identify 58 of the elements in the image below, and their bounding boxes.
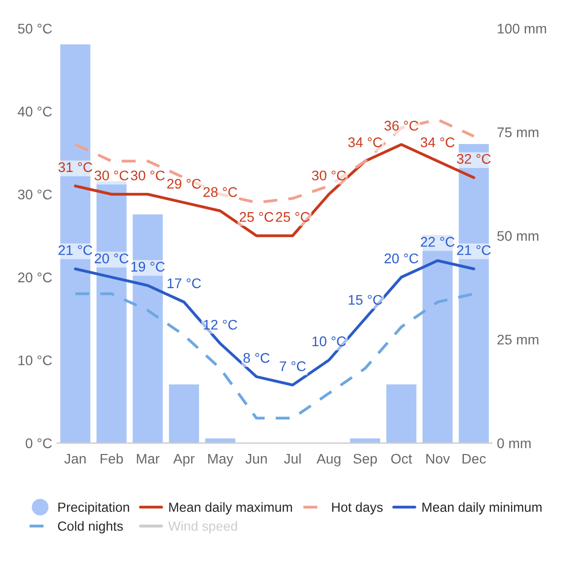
data-label: 22 °C [420,236,454,247]
y2-tick-label: 75 mm [497,128,538,138]
data-label: 12 °C [204,320,238,330]
y-tick-label: 40 °C [18,106,52,116]
y2-tick-label: 25 mm [497,334,538,345]
data-label: 32 °C [456,154,491,164]
data-label: 29 °C [167,178,201,189]
data-label: 17 °C [168,278,201,288]
data-label: 20 °C [94,253,128,264]
x-tick-label: May [208,454,234,466]
y-tick-label: 20 °C [18,272,52,282]
legend-label: Mean daily maximum [169,502,292,515]
data-label: 21 °C [457,245,491,256]
x-tick-label: Nov [426,454,450,464]
bar [168,384,200,444]
data-label: 30 °C [130,170,165,180]
data-label: 34 °C [348,137,382,148]
y-tick-label: 50 °C [18,24,52,34]
y2-tick-label: 50 mm [497,231,538,241]
bar [132,214,163,444]
data-label: 31 °C [58,162,92,172]
x-tick-label: Mar [136,454,160,464]
legend-label: Cold nights [58,521,123,534]
bar [60,44,90,444]
data-label: 30 °C [94,170,128,180]
y-tick-label: 0 °C [26,438,52,448]
y-tick-label: 10 °C [18,355,52,366]
y2-tick-label: 100 mm [498,24,546,34]
data-label: 25 °C [276,212,310,222]
bar [386,384,416,444]
data-label: 30 °C [312,170,346,180]
data-label: 15 °C [348,294,382,305]
y-tick-label: 30 °C [18,190,52,200]
data-label: 19 °C [131,262,165,272]
x-tick-label: Feb [100,453,123,464]
data-label: 21 °C [58,245,92,256]
y2-tick-label: 0 mm [497,438,531,448]
x-tick-label: Jan [64,454,86,464]
data-label: 10 °C [312,336,346,346]
data-label: 20 °C [384,253,418,264]
legend-label: Precipitation [58,502,130,515]
x-tick-label: Oct [391,454,412,464]
x-tick-label: Dec [462,454,486,464]
legend-label: Hot days [332,502,383,515]
x-tick-label: Apr [173,454,195,466]
data-label: 25 °C [240,212,274,222]
x-tick-label: Jul [284,453,301,464]
bar [96,181,127,444]
data-label: 8 °C [243,353,270,363]
legend-label: Mean daily minimum [422,502,542,515]
x-tick-label: Sep [353,454,377,466]
bar [422,235,453,444]
line-series [74,118,476,204]
x-tick-label: Jun [245,454,267,464]
x-tick-label: Aug [316,454,340,466]
data-label: 28 °C [203,187,238,197]
data-label: 7 °C [280,361,306,372]
data-label: 34 °C [420,137,454,148]
